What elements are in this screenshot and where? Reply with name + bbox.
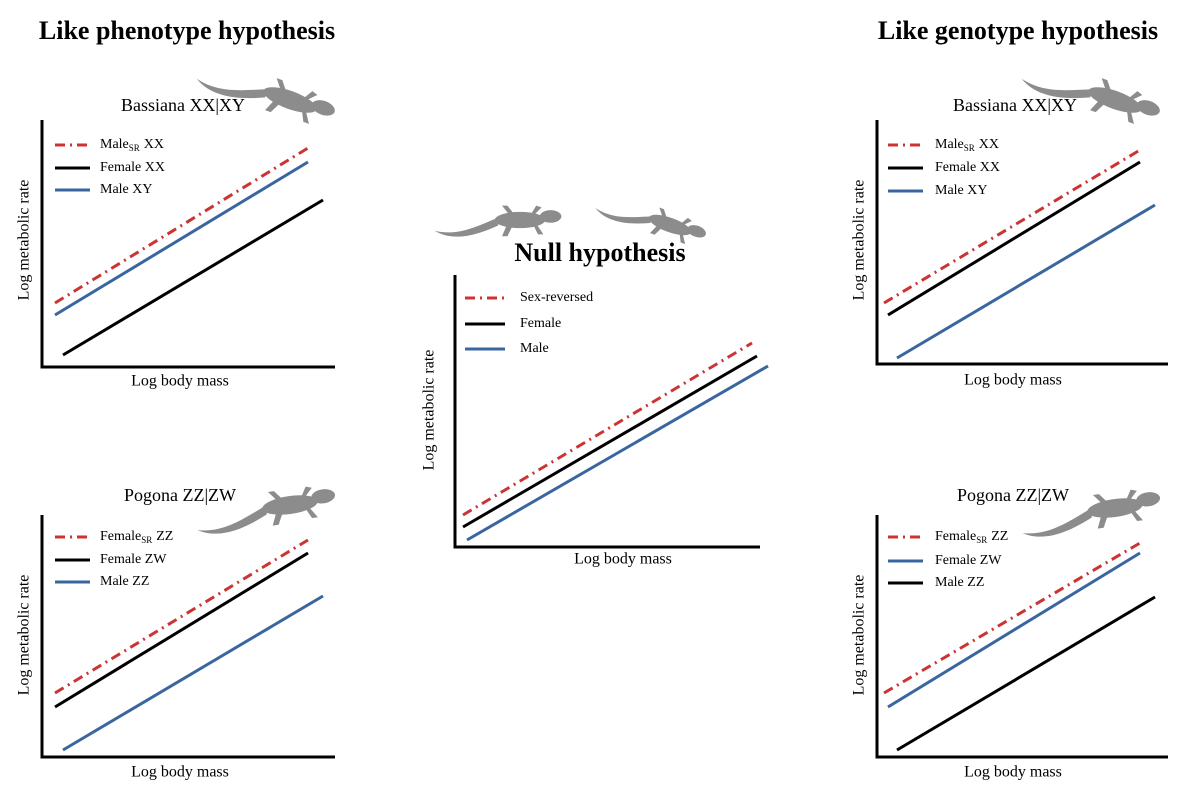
axes [875, 515, 1168, 759]
legend-text: Male [100, 137, 129, 152]
trend-line [883, 148, 1141, 305]
legend-text: Male ZZ [935, 575, 984, 590]
axes [40, 120, 335, 369]
y-axis-label: Log metabolic rate [16, 575, 33, 696]
x-axis-label: Log body mass [131, 764, 229, 781]
trend-line [54, 538, 309, 695]
trend-line [896, 203, 1156, 360]
legend-label: Female ZW [100, 552, 167, 567]
y-axis-label: Log metabolic rate [851, 180, 868, 301]
heading: Like genotype hypothesis [878, 16, 1158, 45]
panel: Pogona ZZ|ZW Log body mass Log metabolic r… [16, 485, 335, 781]
trend-line [62, 198, 324, 357]
y-axis-label: Log metabolic rate [16, 180, 33, 301]
legend-label: MaleSR XX [100, 137, 164, 153]
legend-label: MaleSR XX [935, 137, 999, 153]
trend-line [887, 160, 1141, 317]
panel: Bassiana XX|XY Log body mass Log metabolic… [851, 95, 1168, 389]
panel-title: Bassiana XX|XY [953, 95, 1077, 115]
legend-label: Male [520, 341, 549, 356]
legend-text: Female [100, 529, 141, 544]
legend-text: Female [520, 316, 561, 331]
trend-line [62, 594, 324, 752]
y-axis-label: Log metabolic rate [421, 350, 438, 471]
legend-label: Female XX [100, 160, 165, 175]
legend-label: Male ZZ [100, 574, 149, 589]
legend-text: Male XY [935, 183, 988, 198]
trend-line [54, 551, 309, 709]
legend-label: FemaleSR ZZ [935, 529, 1008, 545]
legend-subscript: SR [964, 143, 975, 153]
panel-title: Pogona ZZ|ZW [124, 485, 236, 505]
panel: Bassiana XX|XY Log body mass Log metabolic… [16, 95, 335, 390]
legend-label: Sex-reversed [520, 290, 593, 305]
legend-text: Female ZW [935, 553, 1002, 568]
y-axis-label: Log metabolic rate [851, 575, 868, 696]
legend-text: Female ZW [100, 552, 167, 567]
panel: Pogona ZZ|ZW Log body mass Log metabolic r… [851, 485, 1168, 781]
trend-line [896, 595, 1156, 752]
legend-text: Male ZZ [100, 574, 149, 589]
heading: Like phenotype hypothesis [39, 16, 335, 45]
legend-label: Female XX [935, 160, 1000, 175]
legend-label: Female ZW [935, 553, 1002, 568]
legend-text: Male [935, 137, 964, 152]
legend-label: Male XY [100, 182, 153, 197]
trend-line [54, 160, 309, 317]
legend-subscript: SR [129, 143, 140, 153]
trend-line [54, 146, 309, 305]
legend-text: Male XY [100, 182, 153, 197]
x-axis-label: Log body mass [131, 373, 229, 390]
legend-suffix: XX [144, 137, 164, 152]
trend-line [883, 541, 1141, 695]
panel-title: Null hypothesis [514, 238, 685, 267]
axes [40, 515, 335, 759]
legend-suffix: XX [979, 137, 999, 152]
trend-line [466, 364, 769, 542]
x-axis-label: Log body mass [964, 372, 1062, 389]
legend-subscript: SR [976, 535, 987, 545]
legend-label: Male ZZ [935, 575, 984, 590]
legend-subscript: SR [141, 535, 152, 545]
legend-label: FemaleSR ZZ [100, 529, 173, 545]
legend-text: Male [520, 341, 549, 356]
panel-title: Bassiana XX|XY [121, 95, 245, 115]
legend-text: Female XX [935, 160, 1000, 175]
lizard-icon [193, 52, 1164, 540]
x-axis-label: Log body mass [964, 764, 1062, 781]
legend-suffix: ZZ [991, 529, 1008, 544]
legend-text: Sex-reversed [520, 290, 593, 305]
axes [453, 275, 760, 549]
legend-label: Female [520, 316, 561, 331]
legend-text: Female [935, 529, 976, 544]
panel-title: Pogona ZZ|ZW [957, 485, 1069, 505]
x-axis-label: Log body mass [574, 551, 672, 568]
trend-line [887, 551, 1141, 709]
legend-suffix: ZZ [156, 529, 173, 544]
legend-label: Male XY [935, 183, 988, 198]
panel: Null hypothesis Log body mass Log metaboli… [421, 238, 769, 568]
trend-line [462, 354, 758, 529]
axes [875, 120, 1168, 366]
legend-text: Female XX [100, 160, 165, 175]
trend-line [462, 341, 753, 517]
